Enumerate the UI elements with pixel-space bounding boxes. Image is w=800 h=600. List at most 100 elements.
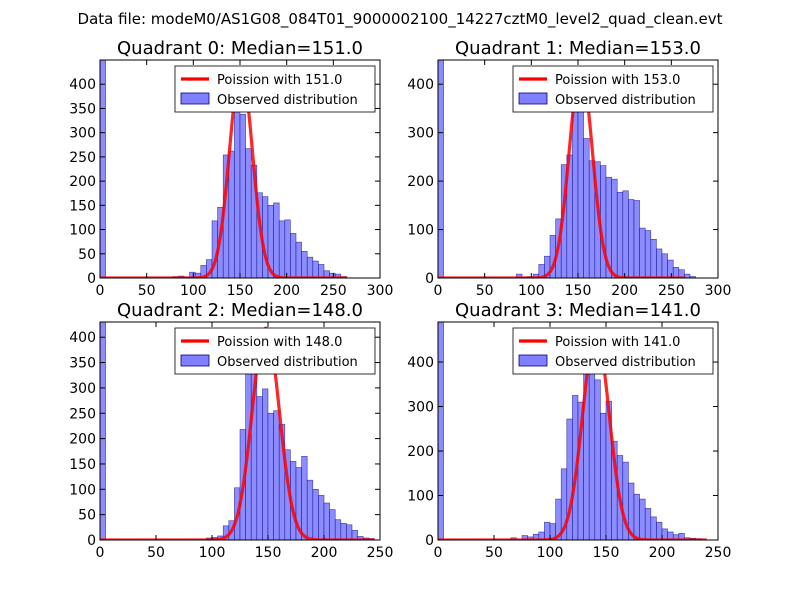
histogram-bar bbox=[438, 60, 444, 278]
histogram-bar bbox=[239, 113, 246, 278]
histogram-bar bbox=[678, 533, 685, 540]
poisson-curve bbox=[100, 67, 348, 278]
y-tick-label: 350 bbox=[69, 101, 96, 117]
histogram-bar bbox=[100, 322, 106, 540]
x-tick-label: 0 bbox=[96, 545, 105, 561]
x-tick-label: 300 bbox=[367, 283, 394, 299]
histogram-bar bbox=[628, 199, 635, 278]
histogram-bar bbox=[295, 241, 302, 278]
quadrant-2-title: Quadrant 2: Median=148.0 bbox=[117, 300, 363, 321]
y-tick-label: 200 bbox=[69, 174, 96, 190]
y-tick-label: 400 bbox=[69, 77, 96, 93]
x-tick-label: 250 bbox=[320, 283, 347, 299]
quadrant-3-panel: Quadrant 3: Median=141.0 0 50 100 150 200 250 0… bbox=[407, 300, 731, 561]
histogram-bar bbox=[290, 233, 297, 278]
y-tick-label: 50 bbox=[78, 247, 96, 263]
histogram-bar bbox=[318, 495, 325, 540]
y-tick-label: 300 bbox=[407, 126, 434, 142]
histogram-bar bbox=[228, 150, 235, 278]
legend-label-observed: Observed distribution bbox=[555, 355, 696, 370]
x-tick-label: 150 bbox=[593, 545, 620, 561]
x-tick-label: 50 bbox=[476, 283, 494, 299]
poisson-curve bbox=[438, 331, 708, 540]
y-tick-label: 400 bbox=[407, 355, 434, 371]
histogram-bar bbox=[267, 412, 274, 540]
legend-label-poisson: Poission with 153.0 bbox=[555, 73, 680, 88]
y-tick-label: 400 bbox=[407, 77, 434, 93]
x-tick-label: 100 bbox=[518, 283, 545, 299]
histogram-bar bbox=[633, 200, 640, 278]
histogram-bar bbox=[661, 253, 668, 278]
x-tick-label: 50 bbox=[147, 545, 165, 561]
y-tick-label: 200 bbox=[69, 432, 96, 448]
histogram-bar bbox=[594, 379, 601, 540]
histogram-bar bbox=[516, 273, 523, 278]
histogram-bar bbox=[661, 528, 668, 540]
histogram-bar bbox=[639, 498, 646, 540]
suptitle: Data file: modeM0/AS1G08_084T01_90000021… bbox=[78, 10, 723, 29]
y-tick-label: 100 bbox=[407, 223, 434, 239]
y-tick-label: 350 bbox=[69, 356, 96, 372]
histogram-bar bbox=[301, 456, 308, 540]
histogram-bar bbox=[273, 202, 280, 278]
x-tick-label: 250 bbox=[705, 545, 732, 561]
y-tick-label: 50 bbox=[78, 508, 96, 524]
histogram-bar bbox=[656, 521, 663, 540]
y-tick-label: 250 bbox=[69, 406, 96, 422]
y-tick-label: 100 bbox=[69, 223, 96, 239]
legend: Poission with 151.0 Observed distribution bbox=[174, 65, 376, 113]
x-tick-label: 50 bbox=[138, 283, 156, 299]
x-tick-label: 250 bbox=[658, 283, 685, 299]
histogram-bar bbox=[334, 519, 342, 540]
y-tick-label: 150 bbox=[69, 198, 96, 214]
y-tick-label: 250 bbox=[69, 150, 96, 166]
quadrant-1-panel: Quadrant 1: Median=153.0 0 50 100 150 200 250 3… bbox=[407, 38, 731, 299]
histogram-bar bbox=[346, 524, 353, 540]
y-tick-label: 200 bbox=[407, 444, 434, 460]
histogram-bar bbox=[616, 191, 624, 278]
y-tick-label: 150 bbox=[69, 457, 96, 473]
legend-label-poisson: Poission with 148.0 bbox=[217, 335, 342, 350]
legend-patch-swatch bbox=[180, 354, 210, 367]
x-tick-label: 150 bbox=[255, 545, 282, 561]
histogram-bar bbox=[329, 509, 336, 540]
x-tick-label: 100 bbox=[180, 283, 207, 299]
x-tick-label: 50 bbox=[485, 545, 503, 561]
histogram-bar bbox=[656, 248, 663, 278]
y-tick-label: 0 bbox=[425, 533, 434, 549]
y-tick-label: 300 bbox=[69, 126, 96, 142]
histogram-bar bbox=[650, 238, 657, 278]
y-tick-label: 300 bbox=[407, 400, 434, 416]
quadrant-3-title: Quadrant 3: Median=141.0 bbox=[455, 300, 701, 321]
x-tick-label: 200 bbox=[311, 545, 338, 561]
quadrant-1-title: Quadrant 1: Median=153.0 bbox=[455, 38, 701, 59]
x-tick-label: 100 bbox=[537, 545, 564, 561]
legend-label-observed: Observed distribution bbox=[555, 93, 696, 108]
axes-frame bbox=[99, 321, 381, 541]
histogram-bar bbox=[323, 502, 330, 540]
legend: Poission with 141.0 Observed distribution bbox=[512, 327, 714, 375]
y-tick-label: 0 bbox=[87, 533, 96, 549]
x-tick-label: 250 bbox=[367, 545, 394, 561]
x-tick-label: 0 bbox=[434, 545, 443, 561]
histogram-bar bbox=[600, 412, 607, 540]
x-tick-label: 200 bbox=[649, 545, 676, 561]
legend-patch-swatch bbox=[518, 92, 548, 105]
histogram-bar bbox=[334, 273, 342, 278]
y-tick-label: 0 bbox=[425, 271, 434, 287]
histogram-bar bbox=[577, 107, 584, 278]
x-tick-label: 200 bbox=[611, 283, 638, 299]
histogram-bar bbox=[340, 522, 347, 540]
histogram-bar bbox=[301, 251, 308, 278]
y-tick-label: 100 bbox=[69, 482, 96, 498]
histogram-bar bbox=[234, 110, 241, 278]
histogram-bar bbox=[667, 259, 674, 278]
histogram-bar bbox=[100, 60, 106, 278]
histogram-bar bbox=[278, 220, 286, 278]
histogram-bar bbox=[622, 190, 629, 278]
legend-label-poisson: Poission with 141.0 bbox=[555, 335, 680, 350]
histogram-bar bbox=[639, 227, 646, 278]
histogram-bar bbox=[318, 264, 325, 278]
histogram-bar bbox=[644, 508, 652, 540]
